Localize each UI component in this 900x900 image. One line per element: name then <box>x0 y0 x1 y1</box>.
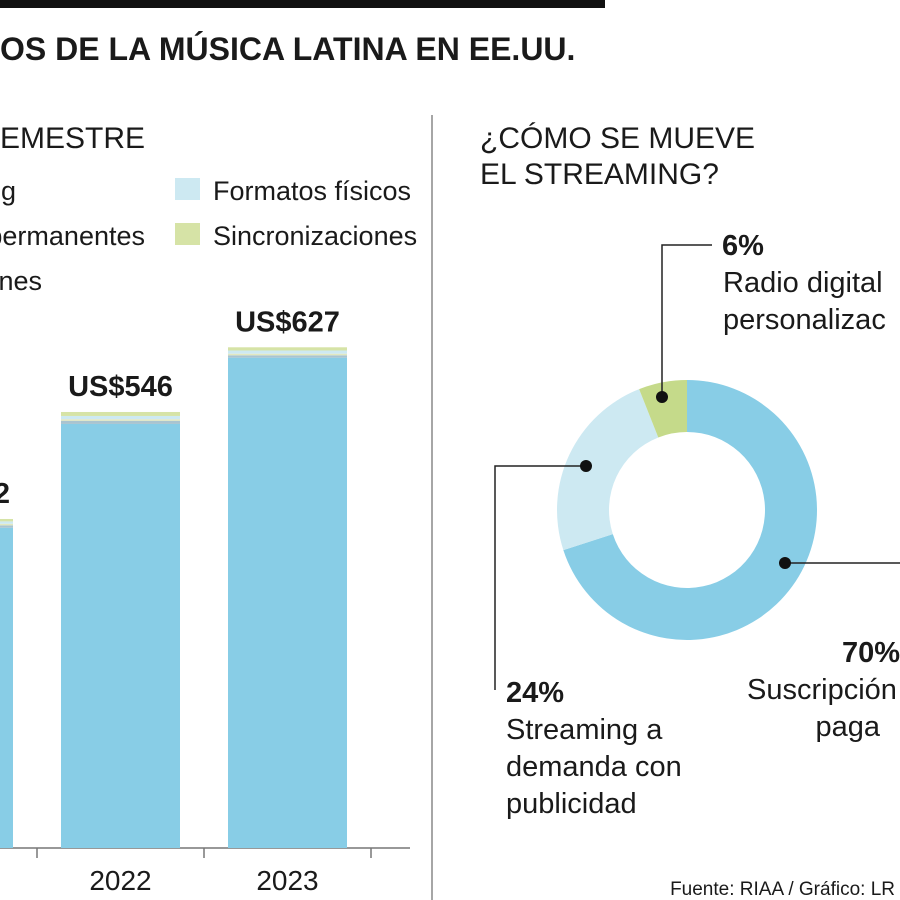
segment-label: Suscripción <box>747 674 897 706</box>
legend-label: g <box>1 176 16 206</box>
donut-title: ¿CÓMO SE MUEVE <box>480 122 755 155</box>
x-tick-label: 2022 <box>89 865 151 896</box>
source: Fuente: RIAA / Gráfico: LR <box>670 879 895 900</box>
segment-label: Streaming a <box>506 714 663 746</box>
leader-dot <box>779 557 791 569</box>
segment-label: Radio digital <box>723 267 883 299</box>
legend-swatch <box>175 223 200 245</box>
segment-label: demanda con <box>506 751 682 783</box>
bar-segment <box>228 357 347 848</box>
leader-dot <box>580 460 592 472</box>
donut-segment <box>563 380 817 640</box>
donut-title: EL STREAMING? <box>480 158 719 191</box>
bar-segment <box>0 527 13 848</box>
leader-dot <box>656 391 668 403</box>
bar-segment <box>228 355 347 358</box>
bar-segment <box>61 415 180 420</box>
donut-segment <box>639 380 687 438</box>
segment-label: paga <box>815 711 880 743</box>
percent-label: 70% <box>842 637 900 669</box>
bar-segment <box>0 518 13 522</box>
bar-segment <box>61 420 180 424</box>
legend-label: Sincronizaciones <box>213 221 417 251</box>
value-label: US$546 <box>68 371 173 403</box>
bar-segment <box>0 523 13 526</box>
leader-line <box>661 244 712 397</box>
top-rule <box>0 0 605 8</box>
subtitle: EMESTRE <box>0 122 145 155</box>
legend-label: s permanentes <box>0 221 145 251</box>
percent-label: 24% <box>506 677 564 709</box>
bar-segment <box>61 411 180 416</box>
bar-segment <box>228 350 347 354</box>
percent-label: 6% <box>722 230 764 262</box>
x-tick-label: 2023 <box>256 865 318 896</box>
donut-segment <box>557 389 659 551</box>
legend-label: Formatos físicos <box>213 176 411 206</box>
bar-segment <box>61 419 180 421</box>
legend-label: ones <box>0 266 42 296</box>
bar-segment <box>61 423 180 848</box>
legend-swatch <box>175 178 200 200</box>
bar-segment <box>228 347 347 351</box>
bar-segment <box>0 521 13 524</box>
segment-label: personalizac <box>723 304 886 336</box>
title: OS DE LA MÚSICA LATINA EN EE.UU. <box>0 31 575 67</box>
value-label: US$627 <box>235 306 340 338</box>
bar-segment <box>228 353 347 356</box>
bar-segment <box>0 525 13 528</box>
leader-line <box>494 465 586 690</box>
value-label: 2 <box>0 478 10 510</box>
segment-label: publicidad <box>506 788 637 820</box>
